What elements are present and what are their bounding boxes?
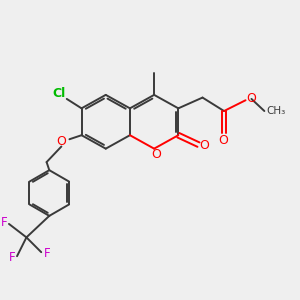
Text: F: F xyxy=(44,247,50,260)
Text: CH₃: CH₃ xyxy=(267,106,286,116)
Text: F: F xyxy=(9,251,16,264)
Text: O: O xyxy=(247,92,256,105)
Text: O: O xyxy=(151,148,161,161)
Text: Cl: Cl xyxy=(52,87,65,100)
Text: O: O xyxy=(218,134,228,147)
Text: O: O xyxy=(56,135,66,148)
Text: F: F xyxy=(1,216,8,229)
Text: O: O xyxy=(200,140,209,152)
